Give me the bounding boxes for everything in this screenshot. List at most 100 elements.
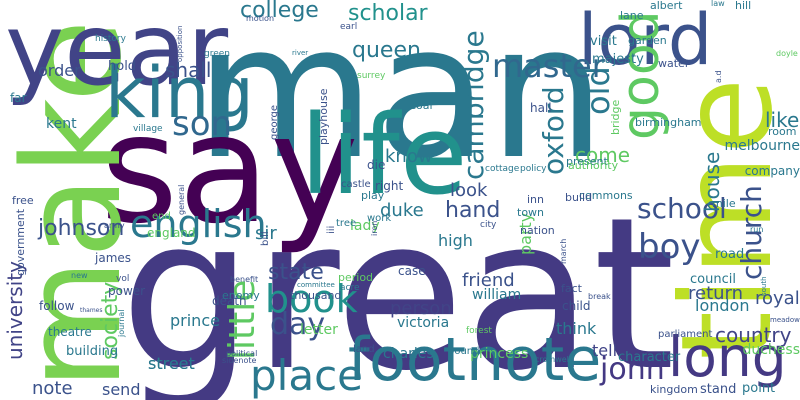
word-build: build — [565, 191, 593, 204]
word-new: new — [71, 271, 88, 280]
word-town: town — [517, 206, 545, 219]
word-college: college — [240, 0, 319, 23]
word-village: village — [133, 124, 163, 134]
word-day: day — [270, 307, 326, 342]
word-far: far — [10, 91, 27, 105]
word-theatre: theatre — [48, 325, 92, 339]
word-charles: charles — [383, 346, 434, 362]
word-john: john — [600, 352, 665, 387]
word-inn: inn — [527, 193, 544, 206]
word-hill: hill — [735, 0, 752, 12]
word-kent: kent — [46, 116, 77, 132]
word-think: think — [556, 319, 597, 338]
word-political: political — [226, 349, 258, 358]
word-year: year — [5, 0, 229, 108]
word-son: son — [172, 104, 233, 144]
word-commons: commons — [579, 189, 633, 202]
word-cottage: cottage — [485, 164, 520, 174]
word-hall: hall — [530, 101, 552, 115]
word-power: power — [108, 284, 146, 298]
word-cromwell: cromwell — [535, 355, 572, 364]
word-visit: visit — [590, 34, 617, 49]
word-friend: friend — [462, 270, 515, 291]
word-government: government — [14, 208, 27, 276]
word-iron: iron — [370, 220, 379, 236]
word-city: city — [480, 220, 497, 230]
word-case: case — [398, 264, 426, 278]
word-letter: letter — [300, 322, 338, 338]
word-life: life — [300, 91, 468, 219]
word-benefit: benefit — [230, 275, 259, 284]
word-council: council — [690, 272, 736, 287]
word-street: street — [148, 354, 195, 373]
word-james: james — [95, 251, 132, 265]
word-fact: fact — [561, 282, 582, 295]
word-oxford: oxford — [537, 86, 570, 175]
word-like: like — [765, 108, 800, 132]
word-water: water — [658, 57, 690, 70]
word-committee: committee — [297, 281, 335, 289]
word-playhouse: playhouse — [317, 88, 330, 145]
word-authority: authority — [568, 159, 619, 172]
word-earl: earl — [340, 22, 358, 32]
word-river: river — [292, 49, 309, 57]
word-building: building — [66, 344, 119, 359]
word-vol: vol — [116, 274, 130, 284]
word-hold: hold — [108, 59, 137, 74]
word-mile: mile — [712, 197, 736, 210]
word-law: law — [711, 0, 725, 8]
word-character: character — [618, 350, 681, 365]
word-land: land — [353, 344, 375, 355]
word-a-d: a.d — [714, 70, 723, 83]
word-break: break — [588, 292, 611, 301]
word-coal: coal — [410, 99, 433, 112]
word-meadow: meadow — [770, 316, 800, 324]
word-country: country — [715, 323, 792, 347]
word-say: say — [100, 83, 359, 257]
word-birmingham: birmingham — [635, 116, 702, 129]
word-street: street — [148, 354, 195, 373]
word-thames: thames — [80, 307, 103, 314]
word-lord: lord — [578, 0, 713, 81]
word-end: end — [152, 211, 171, 222]
word-kingdom: kingdom — [650, 383, 698, 396]
word-run: run — [750, 225, 764, 234]
word-acre: acre — [340, 283, 360, 293]
word-melbourne: melbourne — [724, 138, 800, 154]
word-castle: castle — [341, 179, 371, 190]
word-thousand: thousand — [290, 289, 342, 302]
word-lane: lane — [620, 9, 644, 22]
word-royal: royal — [755, 288, 800, 309]
word-william: william — [472, 287, 522, 303]
word-london: london — [695, 296, 750, 315]
word-high: high — [438, 231, 473, 250]
word-bridge: bridge — [609, 99, 622, 135]
word-order: order — [38, 61, 81, 80]
word-stand: stand — [700, 382, 737, 397]
word-know: know — [385, 146, 433, 167]
word-albert: albert — [650, 0, 683, 12]
word-princess: princess — [470, 346, 529, 362]
word-queen: queen — [352, 38, 421, 63]
word-boy: boy — [638, 227, 701, 267]
word-free: free — [12, 194, 34, 207]
word-policy: policy — [520, 164, 547, 174]
word-nation: nation — [520, 224, 555, 237]
word-surrey: surrey — [357, 71, 386, 81]
word-period: period — [338, 271, 374, 284]
word-lady: lady — [350, 218, 380, 234]
word-note: note — [32, 378, 73, 399]
word-great: great — [120, 172, 676, 400]
word-tree: tree — [336, 218, 357, 229]
word-point: point — [742, 381, 776, 396]
word-man: man — [195, 0, 606, 200]
word-forest: forest — [466, 326, 492, 336]
word-place: place — [250, 351, 363, 400]
word-master: master — [492, 47, 605, 85]
word-state: state — [268, 260, 324, 285]
word-company: company — [744, 164, 800, 178]
word-room: room — [768, 125, 797, 138]
word-general: general — [177, 184, 186, 215]
word-george: george — [269, 104, 280, 140]
